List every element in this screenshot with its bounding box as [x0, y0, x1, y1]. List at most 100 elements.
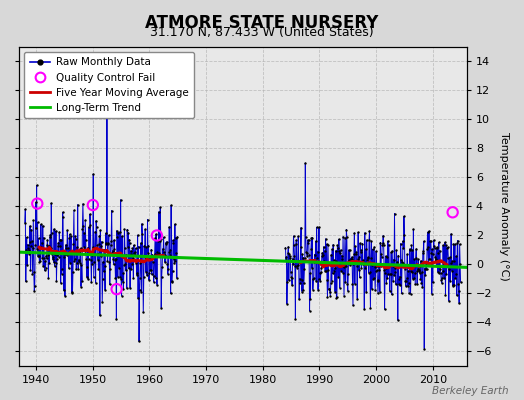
- Point: [446, 259, 455, 266]
- Point: [312, 278, 320, 284]
- Point: [429, 251, 438, 257]
- Point: [113, 286, 121, 292]
- Point: [375, 267, 384, 273]
- Point: [417, 280, 425, 286]
- Point: [436, 266, 444, 272]
- Point: [431, 254, 439, 260]
- Point: [130, 249, 139, 256]
- Point: [394, 252, 402, 259]
- Point: [101, 262, 109, 269]
- Point: [63, 252, 71, 258]
- Point: [308, 234, 316, 241]
- Point: [105, 258, 114, 265]
- Point: [389, 278, 397, 284]
- Point: [330, 268, 339, 274]
- Point: [47, 200, 56, 206]
- Point: [394, 317, 402, 323]
- Point: [21, 206, 29, 212]
- Point: [447, 267, 456, 274]
- Point: [353, 263, 361, 269]
- Point: [435, 239, 443, 246]
- Point: [139, 309, 147, 316]
- Point: [56, 236, 64, 243]
- Point: [33, 200, 41, 207]
- Point: [77, 245, 85, 251]
- Point: [162, 241, 171, 247]
- Point: [156, 204, 165, 211]
- Point: [441, 239, 449, 246]
- Point: [39, 222, 47, 229]
- Point: [304, 240, 312, 246]
- Point: [443, 262, 451, 268]
- Point: [317, 265, 325, 271]
- Point: [293, 262, 301, 269]
- Point: [425, 256, 434, 262]
- Point: [361, 230, 369, 236]
- Point: [352, 251, 361, 257]
- Point: [348, 254, 356, 260]
- Point: [357, 249, 365, 256]
- Point: [373, 278, 381, 284]
- Point: [443, 245, 452, 251]
- Point: [392, 247, 400, 254]
- Point: [379, 242, 388, 248]
- Point: [60, 254, 68, 260]
- Point: [30, 288, 38, 294]
- Point: [46, 234, 54, 240]
- Point: [425, 228, 433, 234]
- Point: [105, 281, 114, 288]
- Point: [414, 267, 423, 274]
- Point: [38, 255, 47, 261]
- Point: [319, 260, 328, 266]
- Point: [116, 274, 124, 280]
- Point: [381, 253, 390, 259]
- Point: [94, 250, 102, 257]
- Point: [310, 275, 318, 281]
- Point: [366, 305, 375, 311]
- Point: [320, 258, 329, 265]
- Point: [69, 269, 77, 275]
- Point: [106, 242, 115, 248]
- Point: [93, 242, 101, 248]
- Point: [380, 267, 388, 274]
- Point: [391, 265, 399, 271]
- Point: [70, 207, 78, 214]
- Point: [55, 229, 63, 235]
- Point: [383, 280, 391, 286]
- Point: [407, 268, 415, 274]
- Point: [440, 262, 448, 269]
- Point: [301, 160, 310, 166]
- Point: [328, 278, 336, 284]
- Point: [316, 278, 324, 284]
- Point: [343, 234, 351, 240]
- Point: [77, 283, 85, 290]
- Point: [71, 233, 80, 239]
- Point: [337, 252, 346, 259]
- Point: [321, 248, 329, 254]
- Point: [383, 254, 391, 260]
- Point: [115, 250, 124, 257]
- Point: [444, 255, 453, 261]
- Point: [78, 226, 86, 232]
- Point: [28, 270, 37, 277]
- Point: [451, 275, 460, 282]
- Point: [408, 269, 416, 275]
- Point: [106, 266, 114, 273]
- Point: [117, 293, 126, 299]
- Point: [96, 227, 104, 234]
- Point: [129, 255, 137, 261]
- Point: [455, 241, 464, 247]
- Point: [139, 257, 147, 264]
- Point: [293, 262, 302, 268]
- Point: [80, 230, 89, 236]
- Point: [423, 246, 431, 252]
- Point: [309, 286, 317, 293]
- Point: [439, 268, 447, 274]
- Point: [385, 263, 394, 270]
- Point: [113, 228, 121, 234]
- Point: [335, 284, 344, 291]
- Point: [359, 260, 367, 267]
- Point: [405, 280, 413, 286]
- Point: [103, 70, 111, 76]
- Point: [34, 219, 42, 226]
